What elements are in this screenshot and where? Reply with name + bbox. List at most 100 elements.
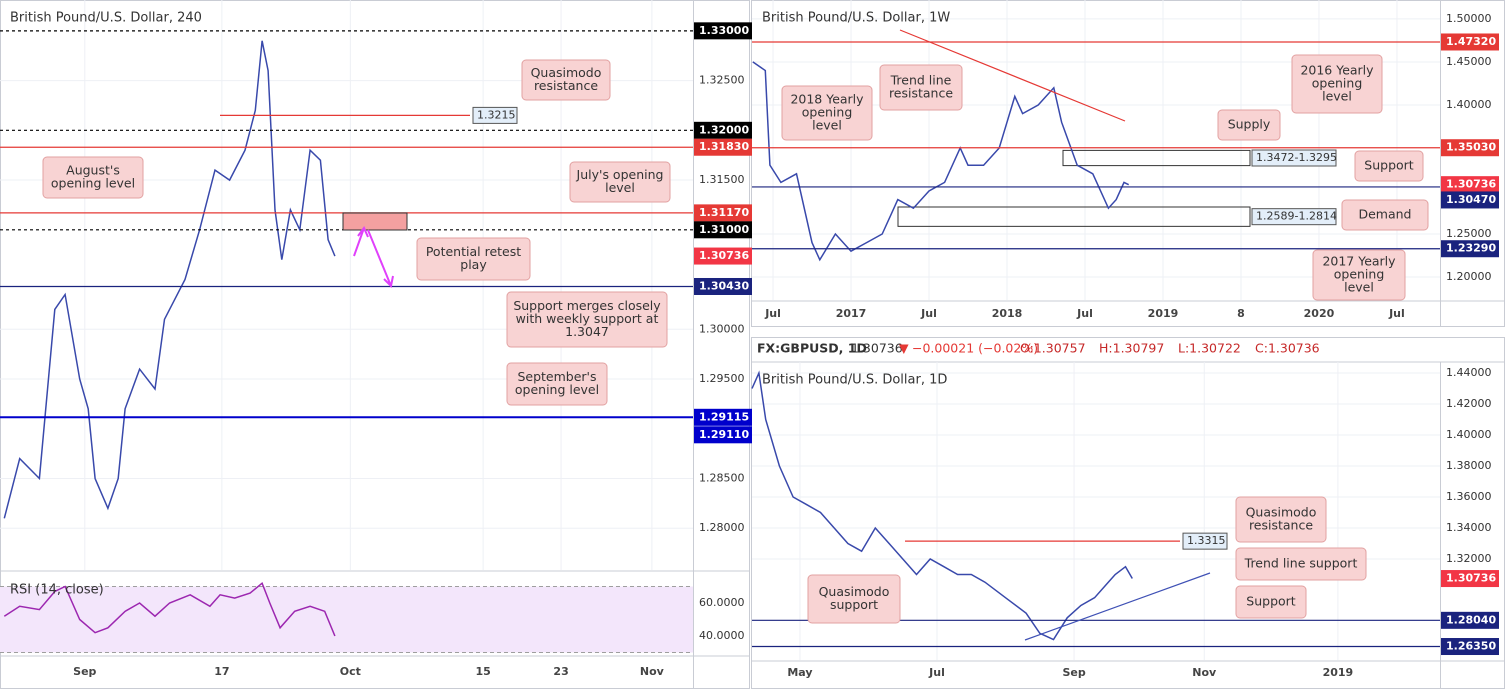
callout-text: level <box>1344 280 1374 295</box>
x-tick-label: 23 <box>553 665 568 678</box>
callout <box>1235 585 1307 619</box>
callout-text: Supply <box>1228 117 1271 132</box>
price-label-bg <box>1441 240 1499 258</box>
price-label: 1.32000 <box>699 123 749 136</box>
quote-low: L:1.30722 <box>1178 341 1241 356</box>
callout-text: Potential retest <box>426 244 521 259</box>
price-label-bg <box>1441 570 1499 588</box>
callout-text: Trend line support <box>1244 556 1358 571</box>
callout-text: August's <box>66 163 120 178</box>
x-tick-label: 2018 <box>992 307 1023 320</box>
callout-text: opening <box>1312 76 1363 91</box>
price-label: 1.30430 <box>699 279 749 292</box>
callout <box>416 237 531 281</box>
callout-text: play <box>460 257 487 272</box>
x-tick-label: 2019 <box>1323 666 1354 679</box>
callout <box>506 362 608 406</box>
callout-text: opening level <box>51 176 135 191</box>
callout <box>1354 150 1424 182</box>
callout-text: Support <box>1364 158 1414 173</box>
x-tick-label: Nov <box>1192 666 1217 679</box>
price-label-bg <box>694 138 752 156</box>
x-tick-label: Oct <box>340 665 361 678</box>
callout <box>781 85 873 141</box>
quote-change: −0.00021 (−0.02%) <box>912 341 1038 356</box>
x-tick-label: 2019 <box>1148 307 1179 320</box>
callout <box>1312 249 1406 301</box>
y-tick-label: 1.38000 <box>1446 459 1492 472</box>
price-label-bg <box>694 426 752 444</box>
x-tick-label: Nov <box>640 665 665 678</box>
callout-text: level <box>812 118 842 133</box>
x-tick-label: Sep <box>1062 666 1085 679</box>
x-tick-label: Jul <box>1076 307 1093 320</box>
callout-text: Trend line <box>890 73 952 88</box>
x-tick-label: 8 <box>1237 307 1245 320</box>
callout-text: 2018 Yearly <box>790 92 864 107</box>
panel-frame <box>751 337 1505 689</box>
quote-close: C:1.30736 <box>1255 341 1320 356</box>
x-tick-label: Jul <box>920 307 937 320</box>
y-tick-label: 40.0000 <box>699 629 745 642</box>
callout <box>569 161 671 203</box>
callout <box>506 291 668 348</box>
zone-label: 1.2589-1.2814 <box>1256 210 1337 223</box>
price-label: 1.47320 <box>1446 35 1496 48</box>
callout-text: resistance <box>889 86 953 101</box>
callout-text: level <box>1322 89 1352 104</box>
y-tick-label: 1.40000 <box>1446 428 1492 441</box>
y-tick-label: 1.28500 <box>699 471 745 484</box>
callout-text: September's <box>517 369 596 384</box>
callout-text: resistance <box>1249 518 1313 533</box>
price-line <box>3 581 336 637</box>
price-label: 1.28040 <box>1446 613 1496 626</box>
y-tick-label: 1.34000 <box>1446 521 1492 534</box>
y-tick-label: 1.50000 <box>1446 12 1492 25</box>
price-label-bg <box>694 204 752 222</box>
callout-text: Support merges closely <box>513 298 661 313</box>
callout <box>42 156 144 199</box>
callout <box>879 64 963 111</box>
price-label-bg <box>1441 33 1499 51</box>
y-tick-label: 1.29500 <box>699 372 745 385</box>
segment-label: 1.3315 <box>1187 534 1226 547</box>
callout-text: resistance <box>534 78 598 93</box>
price-label-bg <box>694 121 752 139</box>
quote-high: H:1.30797 <box>1099 341 1164 356</box>
zone <box>1062 149 1251 167</box>
y-tick-label: 1.32000 <box>1446 552 1492 565</box>
chart-title: British Pound/U.S. Dollar, 1D <box>762 373 947 388</box>
price-label-bg <box>1441 611 1499 629</box>
arrow <box>353 226 369 257</box>
y-tick-label: 1.25000 <box>1446 227 1492 240</box>
callout <box>1235 496 1327 543</box>
price-label: 1.29115 <box>699 410 749 423</box>
y-tick-label: 1.20000 <box>1446 270 1492 283</box>
price-label-bg <box>1441 139 1499 157</box>
y-tick-label: 1.31500 <box>699 173 745 186</box>
segment-label-bg <box>472 106 518 124</box>
price-label-bg <box>694 277 752 295</box>
x-tick-label: 17 <box>214 665 229 678</box>
callout-text: Quasimodo <box>1246 505 1317 520</box>
callout-text: Demand <box>1358 207 1411 222</box>
callout-text: level <box>605 180 635 195</box>
callout <box>521 59 611 101</box>
y-tick-label: 1.36000 <box>1446 490 1492 503</box>
price-label: 1.33000 <box>699 24 749 37</box>
callout-text: Quasimodo <box>819 584 890 599</box>
quote-last: 1.30736 <box>851 341 903 356</box>
callout-text: opening level <box>515 382 599 397</box>
y-tick-label: 1.28000 <box>699 521 745 534</box>
trend-line <box>1024 572 1211 641</box>
price-label-bg <box>694 247 752 265</box>
callout-text: opening <box>1334 267 1385 282</box>
price-label: 1.30470 <box>1446 193 1496 206</box>
price-label: 1.30736 <box>1446 572 1496 585</box>
price-label: 1.30736 <box>1446 178 1496 191</box>
y-tick-label: 1.45000 <box>1446 55 1492 68</box>
down-arrow: ▼ <box>899 341 909 356</box>
quote-open: O:1.30757 <box>1020 341 1086 356</box>
